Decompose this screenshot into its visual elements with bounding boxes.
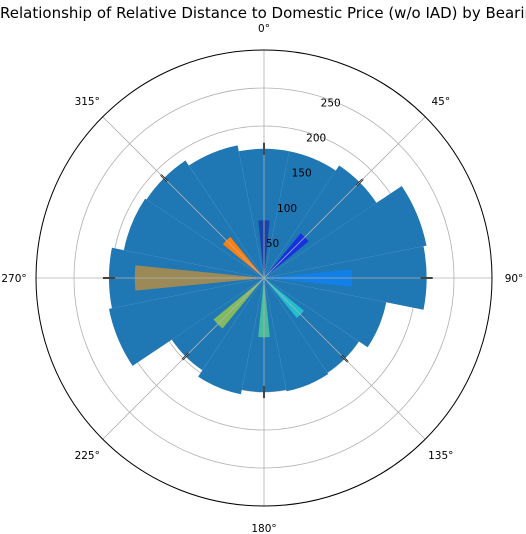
- angle-tick-labels: 0° 45° 90° 135° 180° 225° 270° 315°: [1, 23, 523, 534]
- radial-tick-label: 200: [306, 133, 326, 145]
- price-bar-13: [123, 198, 264, 278]
- angle-tick-label: 135°: [428, 450, 453, 462]
- angle-gridline-225: [102, 277, 265, 440]
- angle-tick-label: 0°: [258, 23, 270, 35]
- radial-tick-label: 50: [266, 238, 279, 250]
- price-bar-11: [108, 278, 265, 366]
- angular-gridlines: [36, 50, 492, 506]
- angle-gridline-315: [102, 116, 265, 279]
- angle-tick-label: 180°: [251, 523, 276, 534]
- angle-tick-label: 315°: [75, 96, 100, 108]
- price-bar-7: [264, 278, 329, 392]
- price-bar-3: [264, 185, 427, 278]
- price-bar-5: [264, 278, 387, 348]
- radial-tick-labels: 50 100 150 200 250: [266, 97, 341, 249]
- price-bar-1: [264, 151, 336, 278]
- angle-tick-label: 270°: [1, 273, 26, 285]
- radial-tick-label: 150: [292, 168, 312, 180]
- angle-tick-label: 225°: [75, 450, 100, 462]
- price-bar-9: [198, 278, 264, 395]
- polar-frame: [35, 49, 493, 507]
- radial-tick-label: 250: [321, 97, 341, 109]
- angle-gridline-45: [263, 116, 426, 279]
- price-bar-15: [188, 145, 264, 278]
- chart-title: Relationship of Relative Distance to Dom…: [0, 4, 526, 22]
- radial-tick-label: 100: [277, 203, 297, 215]
- angle-tick-label: 45°: [431, 96, 450, 108]
- angle-tick-label: 90°: [505, 273, 524, 285]
- angle-gridline-135: [263, 277, 426, 440]
